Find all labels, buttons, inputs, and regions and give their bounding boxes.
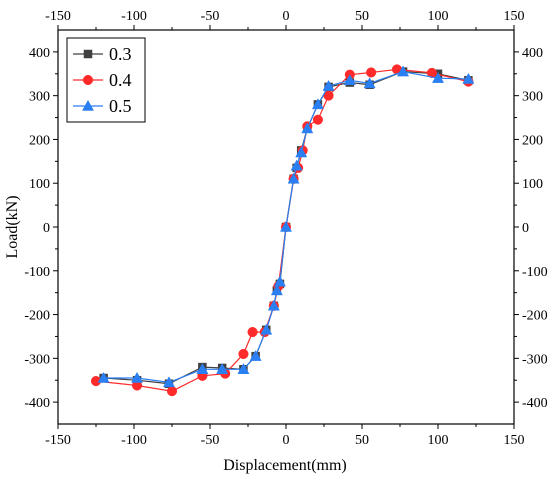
series-0-5-point (237, 363, 250, 375)
series-0-5-point (343, 74, 356, 86)
y-tick-label: 200 (29, 133, 50, 148)
y-tick-label: 0 (43, 221, 50, 236)
y-tick-label: 400 (29, 46, 50, 61)
series-0-5-point (322, 79, 335, 91)
x-tick-label: 50 (355, 433, 369, 448)
y-tick-label-right: 100 (522, 177, 543, 192)
series-0-5-point (431, 72, 445, 83)
y-tick-label-right: 400 (522, 46, 543, 61)
y-tick-label-right: -300 (522, 352, 548, 367)
x-tick-label-top: -50 (201, 9, 220, 24)
series-0-5-point (196, 363, 209, 375)
y-tick-label-right: -100 (522, 265, 548, 280)
x-tick-label-top: 100 (428, 9, 449, 24)
y-tick-label: 300 (29, 90, 50, 105)
series-0-5-point (270, 284, 283, 296)
legend-label: 0.3 (109, 44, 132, 64)
y-tick-label-right: 200 (522, 133, 543, 148)
legend-marker (81, 99, 95, 111)
series-0-5-point (131, 371, 144, 383)
y-axis-right: -400 -300 -200 -100 0 100 200 300 400 (514, 46, 548, 411)
series-0-5-point (216, 363, 229, 375)
x-tick-label-top: 0 (283, 9, 290, 24)
series-0-4-point (323, 90, 334, 101)
series-0-4-point (166, 386, 178, 397)
series-0-5-point (462, 72, 475, 84)
series-0-5-point (301, 122, 314, 134)
y-tick-label-right: -200 (522, 309, 548, 324)
x-tick-label: -100 (121, 433, 147, 448)
series-0-5-point (273, 275, 286, 287)
x-tick-label: 0 (283, 433, 290, 448)
y-tick-label-right: 300 (522, 90, 543, 105)
series-0-4-point (426, 67, 437, 78)
y-tick-label: -300 (24, 352, 50, 367)
series-0-4-point (366, 67, 377, 78)
y-tick-label-right: 0 (522, 221, 529, 236)
series-layer (90, 64, 475, 397)
legend-label: 0.4 (109, 70, 132, 90)
legend-marker (83, 49, 93, 59)
series-0-5-point (260, 323, 273, 335)
y-tick-label: -100 (24, 265, 50, 280)
x-tick-label: -50 (201, 433, 220, 448)
legend-marker (82, 74, 94, 86)
legend: 0.3 0.4 0.5 (66, 37, 146, 123)
series-0-5-point (249, 350, 262, 361)
x-tick-label-top: -100 (121, 9, 147, 24)
series-0-5-point (267, 299, 280, 311)
series-0-5-point (295, 146, 308, 158)
series-0-4-point (247, 327, 258, 338)
series-0-5-point (397, 65, 410, 77)
series-0-5-point (97, 371, 110, 383)
x-axis-title: Displacement(mm) (223, 457, 347, 474)
x-tick-label: 100 (428, 433, 449, 448)
x-tick-label-top: 150 (504, 9, 525, 24)
x-axis-bottom: -150 -100 -50 0 50 100 150 (45, 424, 525, 448)
series-0-5-point (363, 77, 376, 89)
series-0-5-point (287, 172, 300, 184)
y-axis-left: -400 -300 -200 -100 0 100 200 300 400 (24, 46, 58, 411)
y-tick-label: 100 (29, 177, 50, 192)
series-0-5-point (162, 376, 175, 388)
x-tick-label: 150 (504, 433, 525, 448)
y-axis-title: Load(kN) (4, 195, 21, 258)
x-tick-label-top: -150 (45, 9, 71, 24)
series-0-4-point (238, 348, 249, 360)
y-tick-label: -200 (24, 309, 50, 324)
legend-label: 0.5 (109, 96, 132, 116)
x-tick-label-top: 50 (355, 9, 369, 24)
series-0-4-point (312, 114, 323, 125)
x-axis-top: -150 -100 -50 0 50 100 150 (45, 9, 525, 30)
x-tick-label: -150 (45, 433, 71, 448)
y-tick-label: -400 (24, 396, 50, 411)
series-0-5 (97, 65, 475, 388)
series-0-5-point (290, 159, 303, 171)
series-0-5-point (311, 98, 324, 110)
series-0-5-point (279, 220, 293, 232)
y-tick-label-right: -400 (522, 396, 548, 411)
